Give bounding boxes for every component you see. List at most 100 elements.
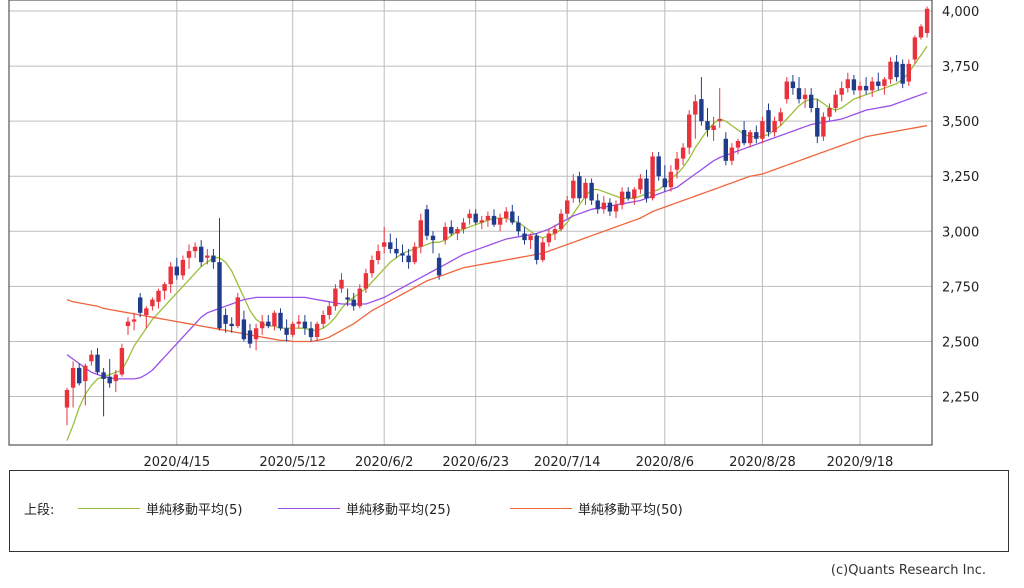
legend-prefix: 上段: (24, 503, 55, 518)
ma-line-0 (66, 45, 928, 441)
candle-body (699, 99, 704, 122)
candle-body (119, 348, 125, 375)
candle-body (150, 299, 155, 307)
candle-body (497, 218, 503, 225)
candle-body (223, 315, 228, 324)
candle-body (613, 204, 619, 212)
ma-line-2 (66, 124, 928, 343)
candle-body (144, 308, 149, 316)
candle-body (687, 114, 692, 148)
candle-body (589, 182, 594, 201)
candle-body (516, 222, 521, 232)
y-tick-label: 3,250 (942, 170, 979, 185)
candle-body (607, 202, 613, 212)
candle-body (845, 79, 850, 89)
candle-body (571, 180, 576, 199)
candle-body (766, 110, 771, 133)
candle-body (784, 81, 789, 100)
candle-body (138, 297, 143, 313)
candle-body (467, 213, 472, 219)
legend-box: 上段: 単純移動平均(5) 単純移動平均(25) 単純移動平均(50) (9, 470, 1009, 552)
candle-body (595, 200, 600, 210)
candle-body (400, 253, 405, 256)
candle-body (729, 147, 735, 161)
candle-body (741, 129, 747, 144)
candle-body (339, 279, 344, 289)
candle-body (857, 85, 863, 91)
candle-body (192, 246, 198, 252)
y-tick-label: 3,500 (942, 115, 979, 130)
candle-body (418, 220, 423, 247)
y-axis-ticks: 4,000 3,750 3,500 3,250 3,000 2,750 2,500 2,250 (942, 5, 979, 406)
candle-body (839, 88, 844, 95)
candle-body (717, 118, 722, 122)
candle-body (241, 319, 247, 340)
legend-line-ma25 (278, 508, 340, 509)
x-tick-label: 2020/8/28 (729, 455, 796, 470)
candle-body (211, 255, 216, 263)
copyright-text: (c)Quants Research Inc. (830, 563, 986, 578)
candle-body (558, 213, 564, 230)
candle-body (827, 107, 832, 117)
candle-body (321, 315, 326, 324)
legend-label-ma50: 単純移動平均(50) (578, 503, 683, 518)
candle-body (363, 273, 369, 289)
candle-body (473, 213, 478, 223)
candle-body (375, 251, 381, 260)
candle-body (754, 132, 759, 139)
candle-body (601, 202, 606, 210)
candle-body (906, 63, 911, 82)
candle-body (394, 248, 399, 254)
candle-body (626, 191, 631, 199)
y-tick-label: 2,750 (942, 280, 979, 295)
candle-body (912, 37, 918, 60)
candle-body (156, 290, 161, 302)
candle-body (888, 61, 893, 80)
candlestick-chart: 4,000 3,750 3,500 3,250 3,000 2,750 2,500 2,250… (8, 0, 979, 470)
candle-body (632, 189, 637, 199)
candle-body (357, 288, 362, 307)
candle-body (247, 330, 253, 344)
candle-body (778, 112, 783, 122)
candle-body (302, 321, 308, 329)
candle-body (821, 116, 826, 137)
candle-body (253, 328, 259, 340)
candle-body (711, 125, 716, 130)
candle-body (186, 251, 192, 258)
candle-body (882, 79, 887, 86)
candle-body (479, 220, 484, 223)
candle-body (833, 94, 838, 108)
candle-body (217, 262, 222, 329)
candle-body (918, 26, 924, 38)
candle-body (284, 328, 289, 335)
y-tick-label: 2,500 (942, 335, 979, 350)
candle-body (125, 321, 131, 327)
candle-body (583, 182, 588, 199)
candle-body (851, 79, 857, 91)
candle-body (107, 376, 112, 384)
candle-body (644, 178, 649, 199)
legend-line-ma5 (78, 508, 140, 509)
candle-body (314, 323, 320, 338)
x-tick-label: 2020/7/14 (534, 455, 601, 470)
candle-body (461, 222, 466, 230)
candle-body (900, 63, 905, 84)
candle-body (870, 81, 875, 91)
y-tick-label: 3,750 (942, 60, 979, 75)
candle-body (443, 226, 448, 241)
candle-body (388, 242, 393, 249)
legend-label-ma25: 単純移動平均(25) (346, 503, 451, 518)
legend-item-ma5: 単純移動平均(5) (78, 499, 242, 518)
candle-body (95, 354, 100, 373)
candle-body (430, 235, 436, 241)
candle-body (693, 101, 698, 115)
candle-body (327, 306, 332, 316)
candle-body (278, 312, 283, 329)
candle-body (723, 138, 728, 161)
candle-body (577, 176, 582, 199)
candle-body (229, 323, 234, 327)
y-tick-label: 3,000 (942, 225, 979, 240)
candle-body (333, 288, 338, 307)
candle-body (424, 209, 430, 236)
candle-body (485, 215, 491, 221)
